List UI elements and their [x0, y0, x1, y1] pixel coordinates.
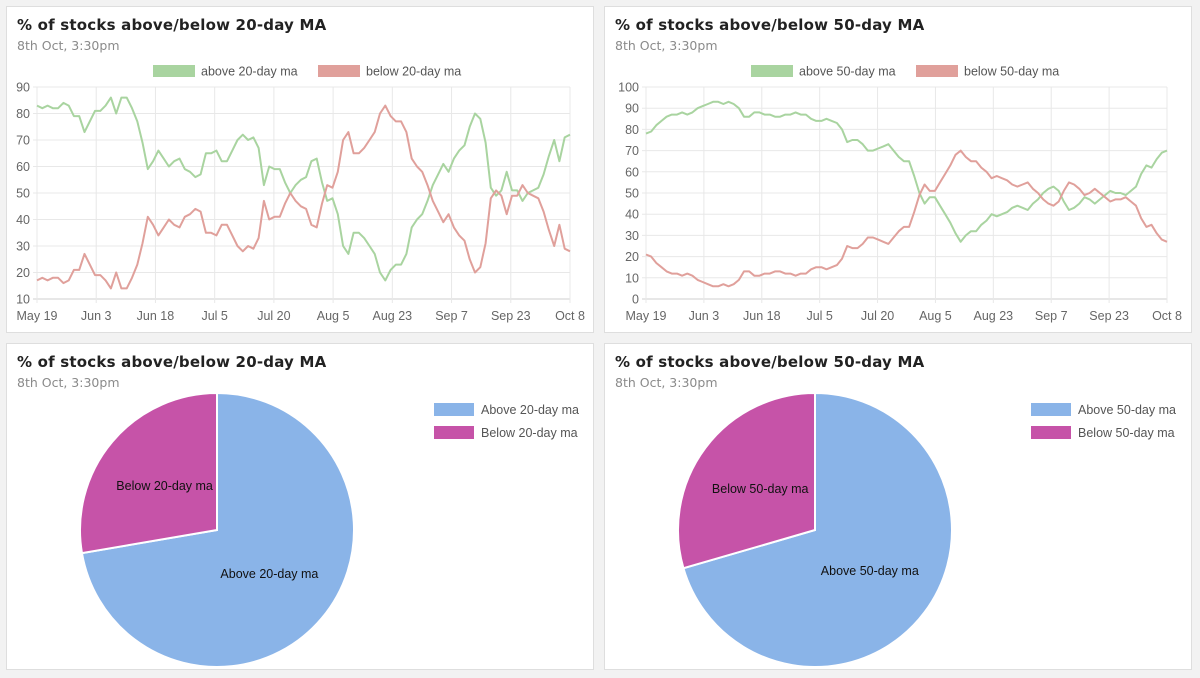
chart-legend: above 20-day ma below 20-day ma [153, 65, 461, 79]
card-title: % of stocks above/below 20-day MA [17, 353, 327, 371]
y-tick-label: 70 [16, 134, 30, 148]
pie-slice-label: Below 20-day ma [116, 479, 213, 493]
y-tick-label: 70 [625, 144, 639, 158]
legend-label: Below 50-day ma [1078, 426, 1175, 440]
series-line-below-50-day-ma [645, 149, 1168, 288]
y-tick-label: 40 [625, 208, 639, 222]
line-chart-50day: above 50-day ma below 50-day ma 0 10 20 30 40 5… [618, 65, 1182, 324]
legend-swatch [434, 403, 474, 416]
y-tick-label: 0 [632, 293, 639, 307]
y-tick-label: 20 [16, 266, 30, 280]
card-subtitle: 8th Oct, 3:30pm [17, 375, 120, 390]
x-tick-label: Jun 18 [743, 309, 781, 323]
pie-slice-label: Above 20-day ma [220, 567, 318, 581]
pie-chart-card-50day: % of stocks above/below 50-day MA 8th Oc… [604, 343, 1192, 670]
chart-legend: above 50-day ma below 50-day ma [751, 65, 1059, 79]
y-tick-label: 100 [618, 81, 639, 95]
card-subtitle: 8th Oct, 3:30pm [615, 38, 718, 53]
x-tick-label: Sep 23 [491, 309, 531, 323]
legend-label: above 50-day ma [799, 65, 896, 79]
legend-label: below 50-day ma [964, 65, 1059, 79]
y-tick-label: 20 [625, 250, 639, 264]
card-title: % of stocks above/below 50-day MA [615, 353, 925, 371]
y-tick-label: 10 [625, 271, 639, 285]
y-tick-label: 80 [16, 107, 30, 121]
card-title: % of stocks above/below 50-day MA [615, 16, 925, 34]
y-tick-label: 10 [16, 293, 30, 307]
y-tick-label: 40 [16, 213, 30, 227]
y-tick-label: 50 [16, 187, 30, 201]
x-tick-label: Aug 23 [974, 309, 1014, 323]
x-tick-label: Sep 7 [1035, 309, 1068, 323]
y-tick-label: 90 [625, 102, 639, 116]
chart-legend: Above 20-day ma Below 20-day ma [434, 403, 579, 440]
x-tick-label: Aug 5 [919, 309, 952, 323]
card-subtitle: 8th Oct, 3:30pm [17, 38, 120, 53]
x-tick-label: Jun 3 [689, 309, 720, 323]
y-tick-label: 30 [625, 229, 639, 243]
legend-swatch [1031, 426, 1071, 439]
card-title: % of stocks above/below 20-day MA [17, 16, 327, 34]
legend-label: Above 20-day ma [481, 403, 579, 417]
series-line-above-20-day-ma [36, 96, 571, 282]
legend-swatch [916, 65, 958, 77]
x-tick-label: Jul 5 [806, 309, 832, 323]
legend-swatch [153, 65, 195, 77]
legend-swatch [318, 65, 360, 77]
legend-swatch [1031, 403, 1071, 416]
pie-slice-label: Below 50-day ma [712, 482, 809, 496]
legend-swatch [751, 65, 793, 77]
chart-legend: Above 50-day ma Below 50-day ma [1031, 403, 1176, 440]
y-tick-label: 60 [16, 160, 30, 174]
x-tick-label: Oct 8 [1152, 309, 1182, 323]
legend-label: Below 20-day ma [481, 426, 578, 440]
x-tick-label: Oct 8 [555, 309, 585, 323]
card-subtitle: 8th Oct, 3:30pm [615, 375, 718, 390]
legend-label: Above 50-day ma [1078, 403, 1176, 417]
y-tick-label: 80 [625, 123, 639, 137]
x-tick-label: Jul 20 [861, 309, 894, 323]
x-tick-label: Jul 20 [257, 309, 290, 323]
pie-slice-label: Above 50-day ma [821, 564, 919, 578]
x-tick-label: Jun 18 [137, 309, 175, 323]
line-chart-card-50day: % of stocks above/below 50-day MA 8th Oc… [604, 6, 1192, 333]
x-tick-label: Aug 5 [317, 309, 350, 323]
pie-slice-below [677, 391, 816, 570]
legend-label: below 20-day ma [366, 65, 461, 79]
x-tick-label: Jun 3 [81, 309, 112, 323]
series-line-above-50-day-ma [645, 100, 1168, 243]
x-tick-label: Aug 23 [373, 309, 413, 323]
x-tick-label: Sep 7 [435, 309, 468, 323]
x-tick-label: Jul 5 [201, 309, 227, 323]
legend-swatch [434, 426, 474, 439]
pie-chart-card-20day: % of stocks above/below 20-day MA 8th Oc… [6, 343, 594, 670]
pie-slice-above [682, 391, 953, 668]
line-chart-20day: above 20-day ma below 20-day ma 10 20 30 40 50… [16, 65, 585, 324]
line-chart-card-20day: % of stocks above/below 20-day MA 8th Oc… [6, 6, 594, 333]
y-tick-label: 50 [625, 187, 639, 201]
series-line-below-20-day-ma [36, 104, 571, 290]
x-tick-label: Sep 23 [1089, 309, 1129, 323]
y-tick-label: 90 [16, 81, 30, 95]
pie-slice-below [79, 391, 218, 555]
y-tick-label: 30 [16, 240, 30, 254]
x-tick-label: May 19 [626, 309, 667, 323]
y-tick-label: 60 [625, 165, 639, 179]
x-tick-label: May 19 [17, 309, 58, 323]
legend-label: above 20-day ma [201, 65, 298, 79]
